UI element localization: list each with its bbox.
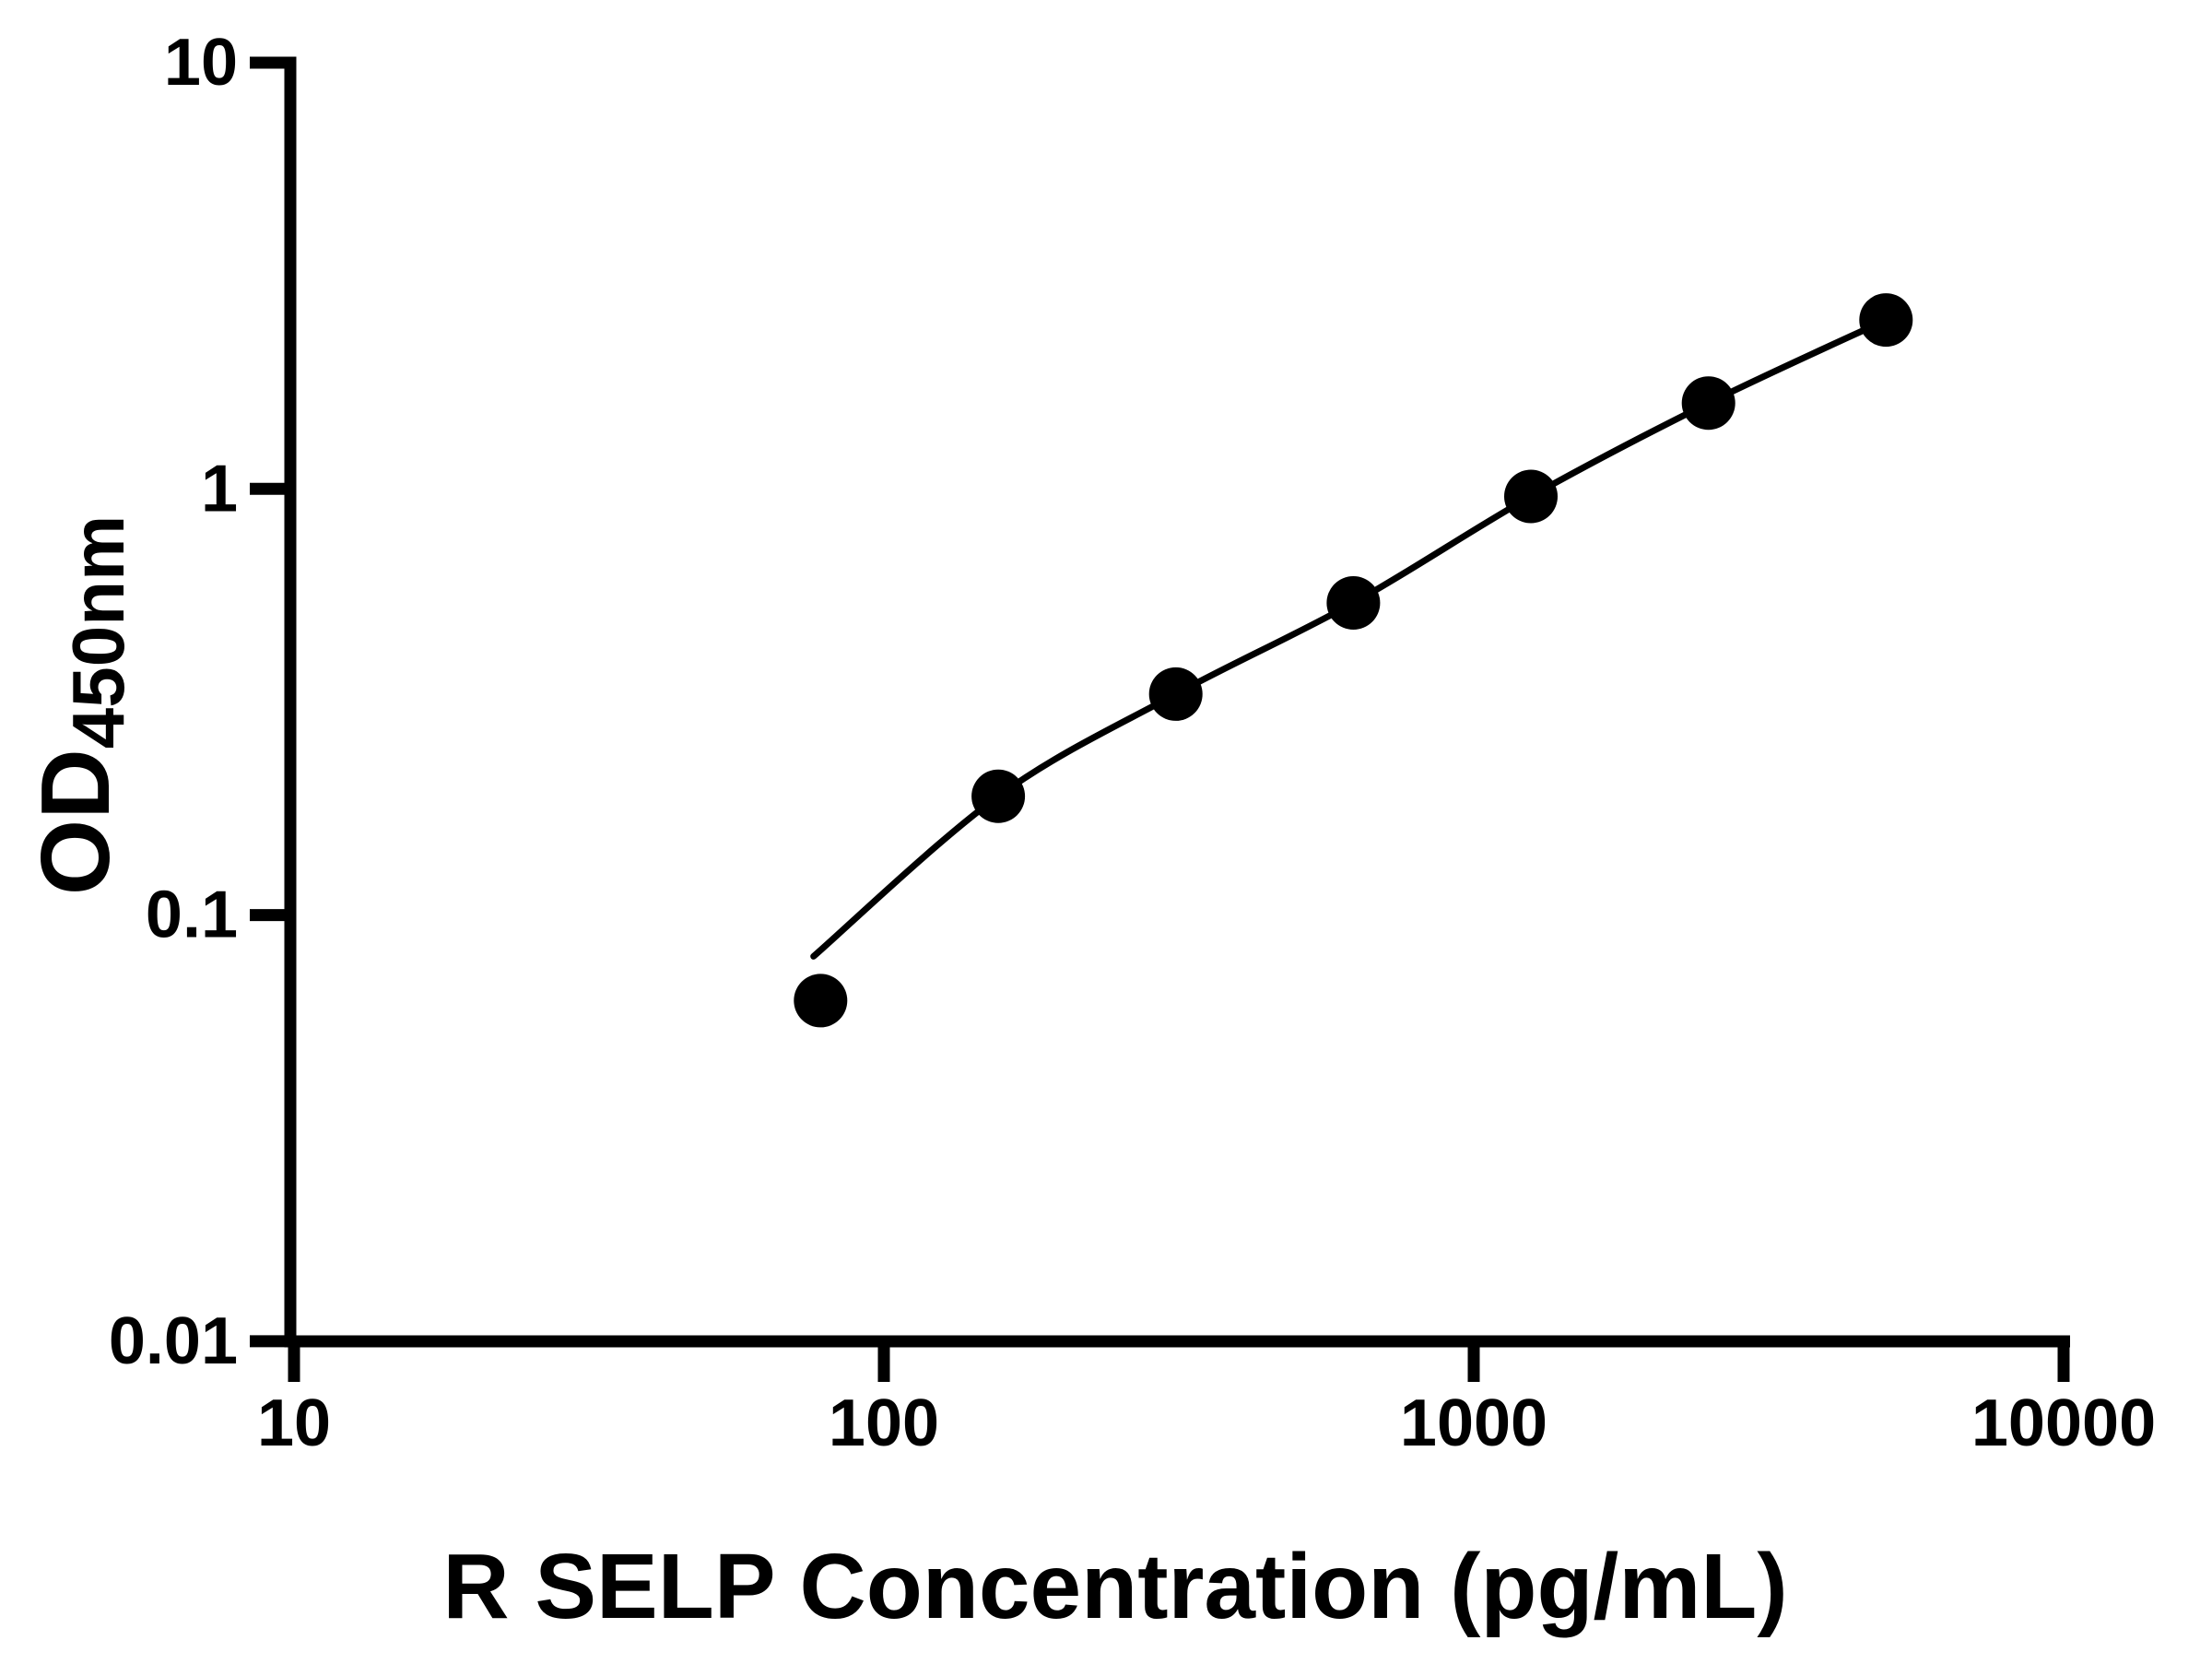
x-tick-label: 10000 [1971, 1387, 2156, 1460]
y-tick-label: 10 [164, 26, 238, 100]
y-axis-title: OD450nm [21, 515, 139, 895]
data-point [1504, 469, 1558, 524]
y-axis-title-main: OD [21, 749, 130, 895]
y-tick-label: 1 [201, 452, 238, 525]
x-tick-label: 100 [829, 1387, 939, 1460]
axis-tick-labels: 10 1 0.1 0.01 10 100 1000 10000 [109, 26, 2156, 1460]
data-point [794, 974, 848, 1028]
y-tick-label: 0.1 [146, 879, 238, 952]
data-point [971, 769, 1026, 823]
y-axis-title-subscript: 450nm [57, 515, 139, 749]
data-point [1859, 293, 1913, 348]
plot-area [794, 293, 1913, 1028]
axes [284, 56, 2070, 1348]
x-tick-label: 1000 [1400, 1387, 1547, 1460]
x-axis-title: R SELP Concentration (pg/mL) [442, 1535, 1787, 1638]
y-tick-label: 0.01 [109, 1304, 238, 1378]
data-point [1326, 576, 1381, 630]
data-point [1681, 376, 1735, 431]
x-tick-label: 10 [257, 1387, 331, 1460]
data-point [1148, 667, 1203, 721]
axis-ticks [250, 56, 2070, 1382]
